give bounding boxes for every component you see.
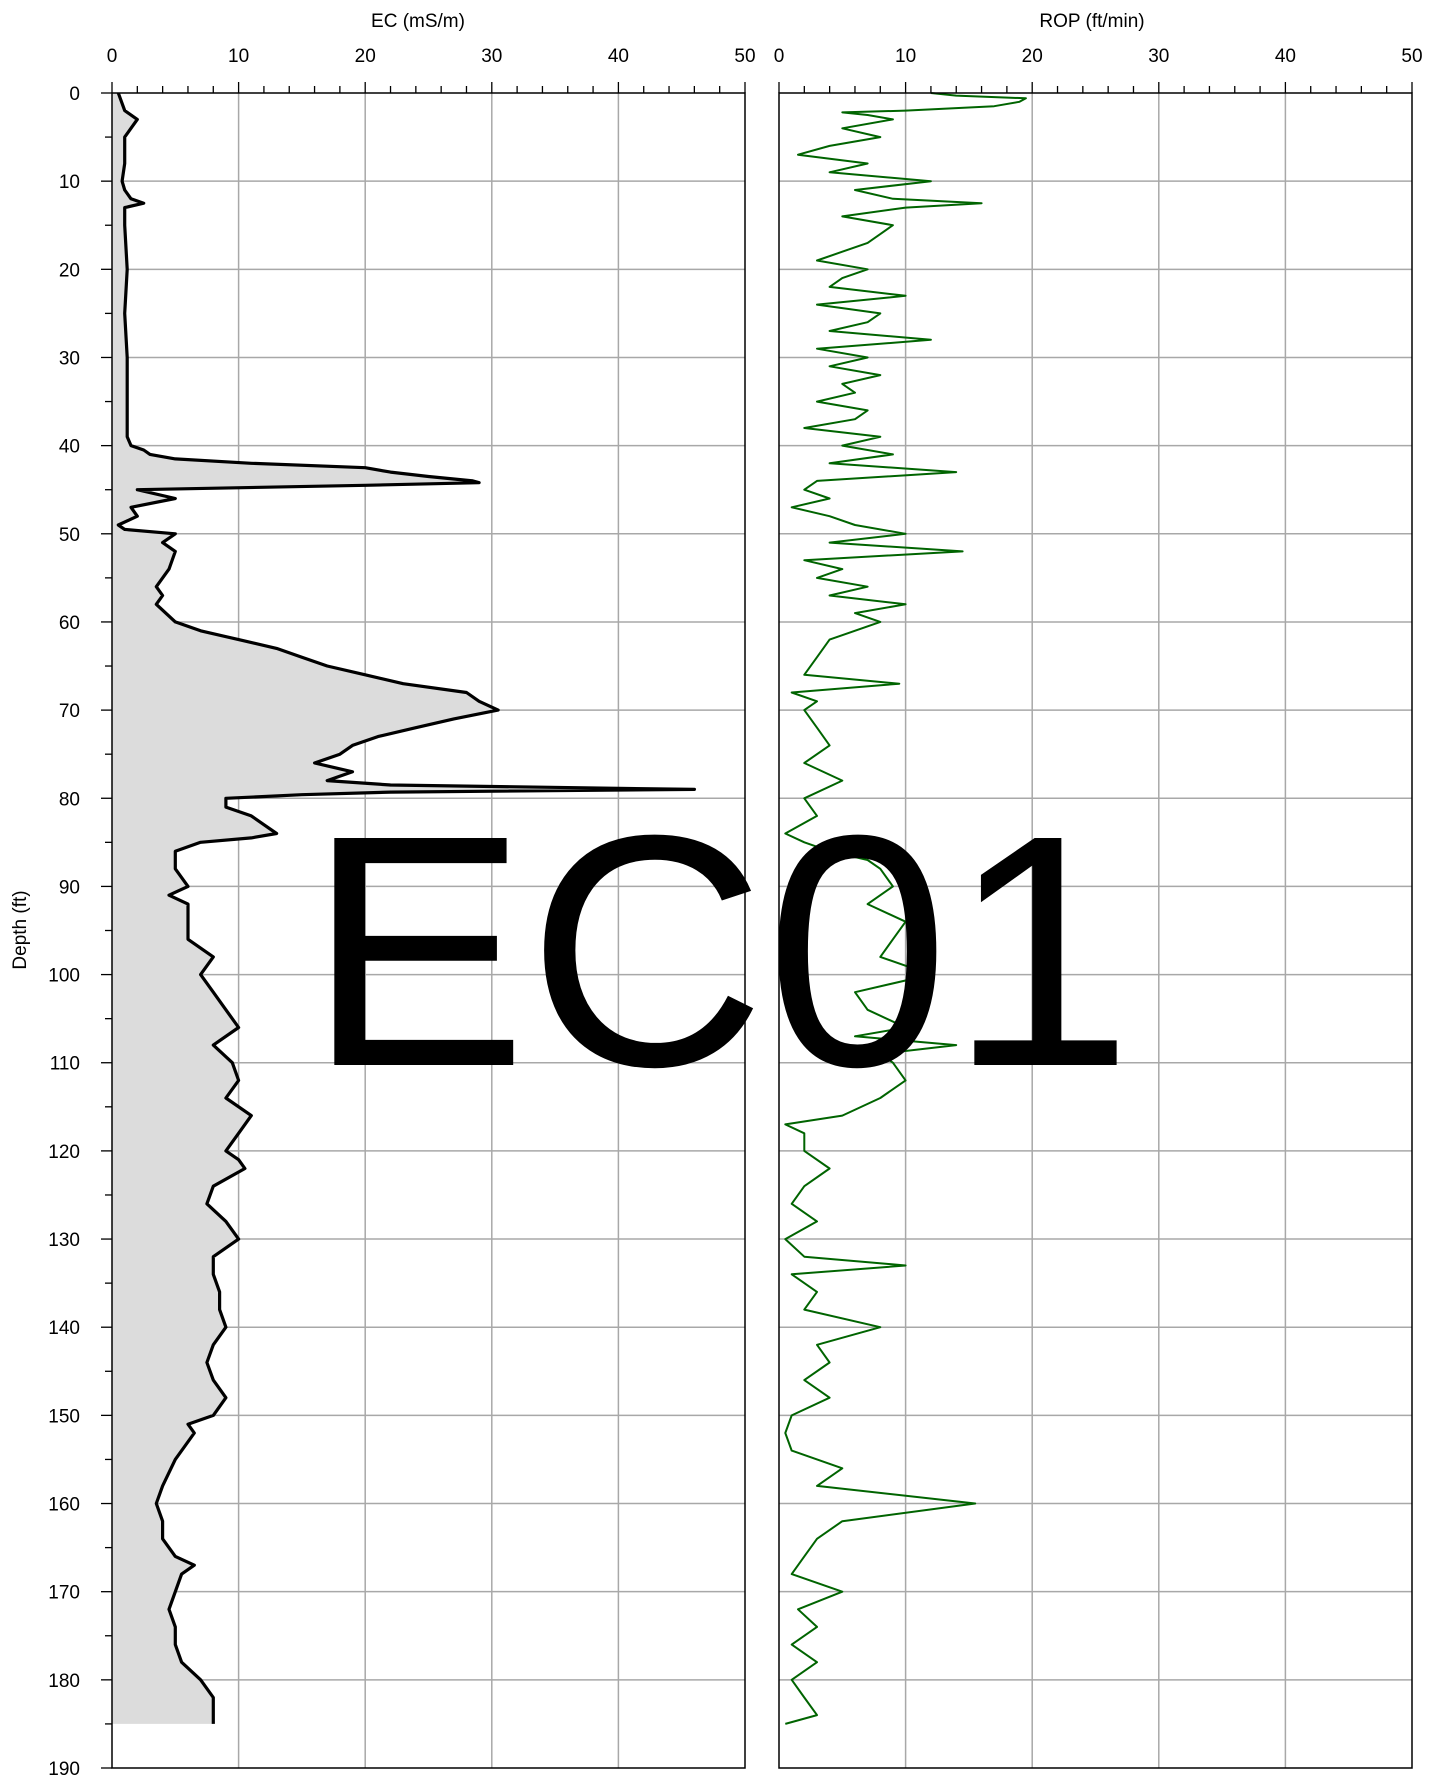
x-tick-label: 20: [1022, 46, 1043, 67]
y-tick-label: 60: [59, 613, 80, 634]
y-tick-label: 160: [48, 1495, 80, 1516]
y-tick-label: 90: [59, 877, 80, 898]
y-tick-label: 150: [48, 1406, 80, 1427]
y-tick-label: 40: [59, 437, 80, 458]
ec-fill-area: [112, 93, 695, 1724]
y-tick-label: 180: [48, 1671, 80, 1692]
x-tick-label: 20: [355, 46, 376, 67]
ec-panel: EC (mS/m) 0 10 20 30 40 50 0 10 20 30 40 50 60 70 80 9…: [10, 11, 756, 1775]
rop-plot-frame: [778, 92, 1413, 1769]
x-tick-label: 40: [1275, 46, 1296, 67]
y-tick-label: 120: [48, 1142, 80, 1163]
rop-x-axis-label: ROP (ft/min): [1039, 11, 1144, 32]
x-tick-label: 10: [228, 46, 249, 67]
y-tick-label: 110: [50, 1054, 80, 1075]
y-tick-label: 140: [48, 1318, 80, 1339]
y-axis-label: Depth (ft): [10, 890, 31, 969]
y-tick-label: 20: [59, 260, 80, 281]
x-tick-label: 10: [895, 46, 916, 67]
y-tick-label: 170: [48, 1583, 80, 1604]
ec-x-ticks: 0 10 20 30 40 50: [107, 46, 756, 93]
ec-y-ticks: 0 10 20 30 40 50 60 70 80 90 100 110 120 130 140 150 160…: [48, 84, 112, 1775]
x-tick-label: 30: [481, 46, 502, 67]
rop-panel: ROP (ft/min) 0 10 20 30 40 50: [774, 11, 1423, 1769]
rop-x-ticks: 0 10 20 30 40 50: [774, 46, 1423, 93]
y-tick-label: 30: [59, 348, 80, 369]
ec-x-axis-label: EC (mS/m): [371, 11, 465, 32]
y-tick-label: 10: [59, 172, 80, 193]
x-tick-label: 50: [734, 46, 755, 67]
y-tick-label: 70: [59, 701, 80, 722]
y-tick-label: 100: [48, 966, 80, 987]
ec-series-line: [116, 92, 696, 1724]
y-tick-label: 0: [69, 84, 80, 105]
y-tick-label: 130: [48, 1230, 80, 1251]
y-tick-label: 80: [59, 789, 80, 810]
ec-grid: [112, 93, 745, 1768]
x-tick-label: 0: [774, 46, 785, 67]
y-tick-label: 50: [59, 525, 80, 546]
x-tick-label: 30: [1148, 46, 1169, 67]
ec-plot-frame: [111, 92, 746, 1769]
x-tick-label: 50: [1401, 46, 1422, 67]
rop-grid: [779, 93, 1412, 1768]
y-tick-label: 190: [48, 1759, 80, 1775]
x-tick-label: 40: [608, 46, 629, 67]
x-tick-label: 0: [107, 46, 118, 67]
rop-series-line: [784, 92, 1027, 1725]
